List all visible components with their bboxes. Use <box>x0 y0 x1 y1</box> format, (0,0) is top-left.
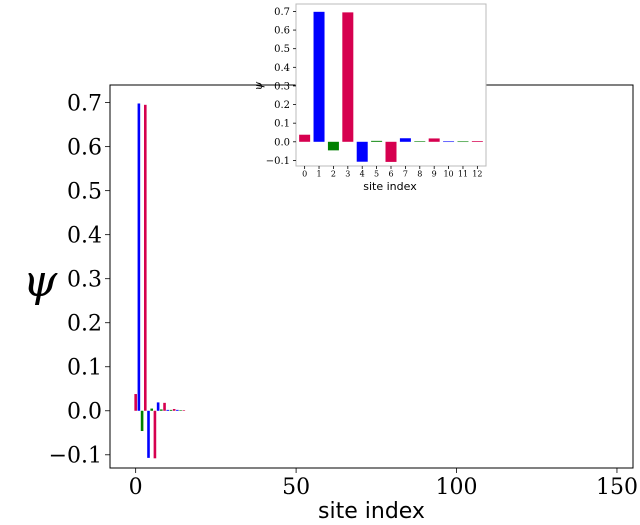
main-bar-14 <box>179 410 182 411</box>
inset-bar-9 <box>428 138 440 142</box>
main-ytick-label-1: 0.0 <box>67 399 102 424</box>
inset-ytick-label-1: 0.0 <box>274 137 290 148</box>
inset-xtick-label-1: 1 <box>316 170 321 179</box>
inset-bar-5 <box>371 140 383 142</box>
inset-ytick-label-4: 0.3 <box>274 81 290 92</box>
inset-ytick-label-8: 0.7 <box>274 7 290 18</box>
main-xtick-label-100: 100 <box>436 475 478 500</box>
inset-xtick-label-11: 11 <box>458 170 468 179</box>
main-bar-11 <box>169 409 173 411</box>
main-xtick-label-50: 50 <box>282 475 310 500</box>
main-ytick-label-5: 0.4 <box>67 223 102 248</box>
main-bar-4 <box>147 410 150 458</box>
inset-bar-2 <box>327 141 339 151</box>
main-xtick-label-150: 150 <box>596 475 638 500</box>
inset-ytick-label-3: 0.2 <box>274 100 290 111</box>
main-ytick-label-4: 0.3 <box>67 267 102 292</box>
inset-bar-0 <box>299 134 311 142</box>
inset-xtick-label-8: 8 <box>417 170 422 179</box>
inset-bar-8 <box>414 141 426 142</box>
main-xtick-label-0: 0 <box>129 475 143 500</box>
inset-xtick-label-4: 4 <box>360 170 365 179</box>
inset-bar-11 <box>457 141 469 143</box>
main-bar-7 <box>156 402 160 411</box>
inset-xtick-label-10: 10 <box>443 170 453 179</box>
inset-bar-7 <box>399 138 411 142</box>
inset-xtick-label-3: 3 <box>345 170 350 179</box>
inset-ytick-label-7: 0.6 <box>274 26 290 37</box>
main-bar-1 <box>137 103 141 411</box>
main-bar-15 <box>182 410 186 411</box>
main-bar-13 <box>176 409 179 411</box>
inset-y-axis-label: ψ <box>252 81 265 90</box>
inset-bar-10 <box>443 141 455 143</box>
inset-xtick-label-7: 7 <box>403 170 408 179</box>
inset-bar-12 <box>471 141 483 142</box>
inset-chart: 0 1 2 3 4 5 6 7 8 9 10 11 12−0.10.00.10.20.30.40.50.… <box>252 3 487 193</box>
inset-xtick-label-9: 9 <box>432 170 437 179</box>
inset-ytick-label-6: 0.5 <box>274 44 290 55</box>
main-bar-12 <box>172 409 176 411</box>
inset-ytick-label-0: −0.1 <box>266 156 290 167</box>
main-ytick-label-6: 0.5 <box>67 179 102 204</box>
inset-ytick-label-5: 0.4 <box>274 63 290 74</box>
main-bar-6 <box>153 410 157 459</box>
inset-xtick-label-0: 0 <box>302 170 307 179</box>
inset-bar-1 <box>313 11 325 142</box>
inset-xtick-label-12: 12 <box>472 170 482 179</box>
main-ytick-label-0: −0.1 <box>49 443 102 468</box>
main-ytick-label-8: 0.7 <box>67 91 102 116</box>
inset-xtick-label-5: 5 <box>374 170 379 179</box>
inset-xtick-label-2: 2 <box>331 170 336 179</box>
main-y-axis-label: ψ <box>23 256 58 307</box>
main-bar-3 <box>143 104 147 411</box>
inset-ytick-label-2: 0.1 <box>274 119 290 130</box>
main-ytick-label-2: 0.1 <box>67 355 102 380</box>
inset-x-axis-label: site index <box>363 180 417 193</box>
main-bar-2 <box>140 410 144 432</box>
main-bar-5 <box>150 408 154 411</box>
inset-bar-4 <box>356 141 368 162</box>
main-ytick-label-7: 0.6 <box>67 135 102 160</box>
main-ytick-label-3: 0.2 <box>67 311 102 336</box>
main-x-axis-label: site index <box>318 499 425 524</box>
inset-bar-3 <box>342 12 354 142</box>
inset-xtick-label-6: 6 <box>388 170 393 179</box>
inset-plot-frame <box>295 3 487 167</box>
inset-bar-6 <box>385 141 397 162</box>
main-bar-10 <box>166 409 170 411</box>
main-bar-9 <box>163 402 166 411</box>
main-bar-8 <box>160 409 163 411</box>
main-bar-0 <box>134 394 137 411</box>
